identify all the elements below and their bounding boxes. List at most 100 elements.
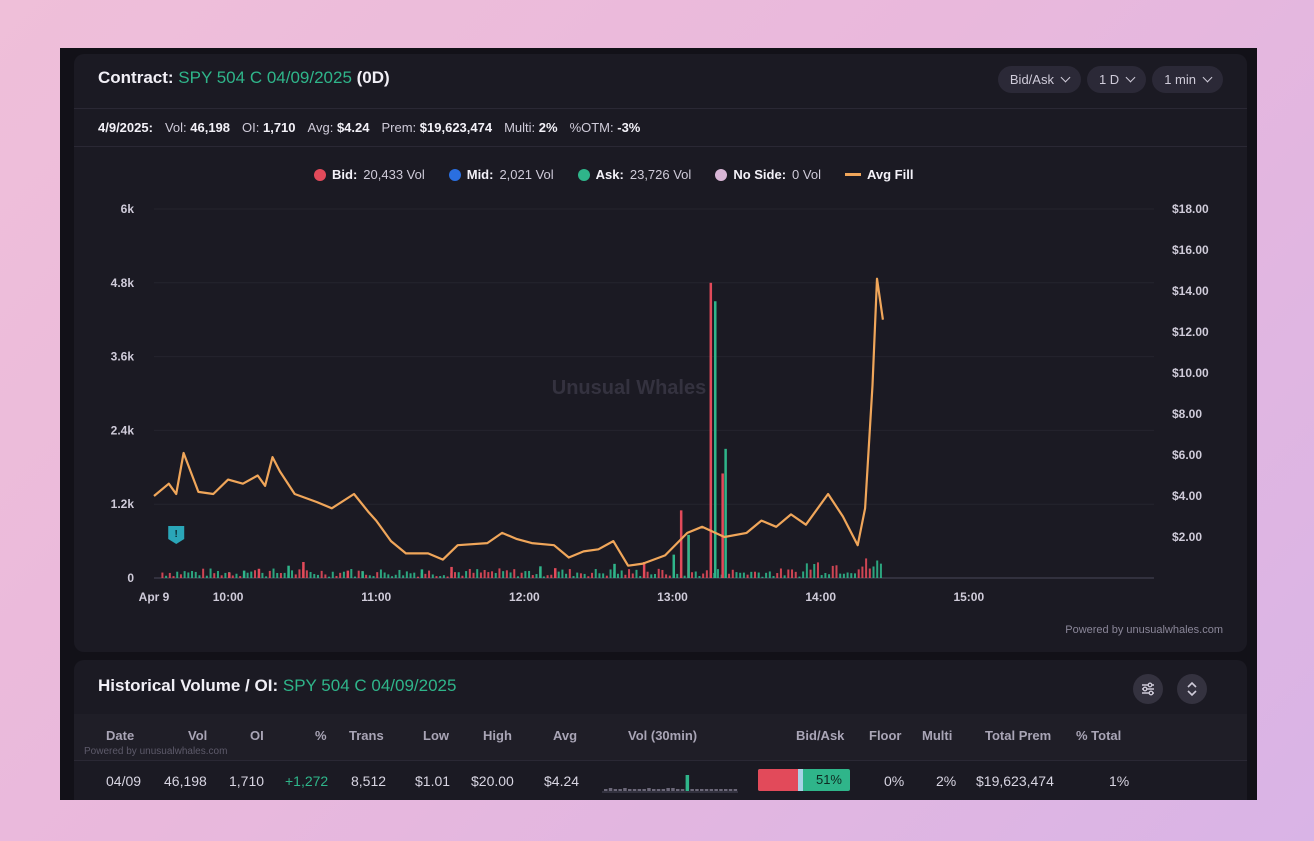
volume-bar — [654, 574, 656, 578]
cell-high: $20.00 — [471, 773, 514, 789]
volume-bar — [316, 574, 319, 578]
historical-contract-name[interactable]: SPY 504 C 04/09/2025 — [282, 676, 457, 695]
cell-trans: 8,512 — [351, 773, 387, 789]
x-tick-label: 13:00 — [657, 590, 688, 604]
volume-bar — [494, 572, 497, 578]
volume-bar — [594, 569, 597, 578]
col-multi[interactable]: Multi — [922, 728, 953, 743]
col-vol[interactable]: Vol — [188, 728, 208, 743]
x-tick-label: 11:00 — [361, 590, 391, 604]
legend-ask[interactable]: Ask: 23,726 Vol — [577, 167, 691, 182]
col-date[interactable]: Date — [106, 728, 135, 743]
col-high[interactable]: High — [483, 728, 512, 743]
volume-bar — [224, 572, 227, 578]
contract-name[interactable]: SPY 504 C 04/09/2025 — [178, 68, 352, 87]
sparkline-bar — [733, 789, 738, 791]
col-oi[interactable]: OI — [250, 728, 264, 743]
col-pct-total[interactable]: % Total — [1076, 728, 1122, 743]
volume-bar — [324, 574, 327, 578]
volume-bar — [576, 572, 579, 578]
volume-bar — [209, 568, 212, 578]
interval-label: 1 min — [1164, 72, 1196, 87]
volume-bar — [635, 569, 638, 578]
stat-oi: OI: 1,710 — [242, 120, 296, 135]
volume-bar — [531, 575, 534, 578]
volume-bar — [731, 569, 734, 578]
sparkline-bar — [690, 789, 694, 791]
volume-bar — [479, 572, 482, 578]
sparkline-bar — [647, 788, 651, 791]
volume-bar — [572, 576, 575, 578]
col-trans[interactable]: Trans — [349, 728, 384, 743]
bid-volume-bar — [302, 562, 305, 578]
ask-volume-bar — [287, 565, 290, 578]
volume-bar — [357, 570, 360, 578]
volume-bar — [216, 570, 219, 578]
interval-select[interactable]: 1 min — [1152, 66, 1223, 93]
volume-bar — [505, 570, 508, 578]
volume-bar — [439, 576, 442, 578]
y-left-tick-label: 3.6k — [111, 350, 135, 364]
volume-bar — [502, 571, 505, 578]
sparkline-bar — [709, 789, 714, 791]
volume-bar — [620, 570, 623, 578]
historical-title: Historical Volume / OI: SPY 504 C 04/09/… — [98, 676, 456, 696]
ask-volume-bar — [361, 571, 364, 578]
volume-bar — [835, 565, 838, 578]
bid-ask-select[interactable]: Bid/Ask — [997, 66, 1081, 93]
volume-bar — [828, 574, 831, 578]
volume-bar — [839, 573, 842, 578]
stat-vol: Vol: 46,198 — [164, 120, 231, 135]
volume-bar — [816, 562, 819, 578]
volume-bar — [809, 569, 812, 578]
x-tick-label: 15:00 — [953, 590, 984, 604]
powered-by: Powered by unusualwhales.com — [1065, 624, 1223, 636]
cell-pct-total: 1% — [1109, 773, 1130, 789]
volume-bar — [857, 569, 860, 578]
col-floor[interactable]: Floor — [869, 728, 902, 743]
volume-bar — [487, 572, 490, 578]
volume-bar — [298, 569, 301, 578]
volume-bar — [183, 571, 186, 578]
bid-volume-bar — [709, 282, 713, 578]
volume-bar — [498, 568, 501, 578]
stat-otm: %OTM: -3% — [569, 120, 641, 135]
volume-bar — [854, 573, 856, 578]
stat-avg: Avg: $4.24 — [307, 120, 370, 135]
volume-bar — [468, 568, 471, 578]
col-pct[interactable]: % — [315, 728, 327, 743]
volume-bar — [739, 572, 742, 578]
volume-bar — [765, 572, 768, 578]
volume-bar — [428, 570, 431, 578]
filter-settings-icon[interactable] — [1133, 674, 1163, 704]
volume-bar — [342, 571, 345, 578]
volume-bar — [261, 572, 264, 578]
contract-label: Contract: — [98, 68, 174, 87]
volume-bar — [813, 564, 816, 578]
col-vol-30min[interactable]: Vol (30min) — [628, 728, 698, 743]
volume-bar — [798, 576, 801, 578]
divider — [74, 108, 1247, 109]
volume-bar — [842, 573, 845, 578]
volume-bar — [176, 571, 179, 578]
period-select[interactable]: 1 D — [1086, 66, 1147, 93]
cell-low: $1.01 — [415, 773, 451, 789]
legend-no-side[interactable]: No Side: 0 Vol — [715, 167, 821, 182]
volume-bar — [565, 573, 568, 578]
volume-bar — [320, 570, 323, 578]
expand-collapse-icon[interactable] — [1177, 674, 1207, 704]
volume-bar — [250, 571, 253, 578]
col-total-prem[interactable]: Total Prem — [985, 728, 1052, 743]
volume-bar — [509, 572, 512, 578]
col-low[interactable]: Low — [423, 728, 449, 743]
col-avg[interactable]: Avg — [553, 728, 578, 743]
sparkline-bar — [685, 775, 690, 791]
volume-bar — [294, 574, 297, 578]
legend-bid[interactable]: Bid: 20,433 Vol — [314, 167, 425, 182]
volume-bar — [194, 571, 197, 578]
table-row[interactable]: 04/09 46,198 1,710 +1,272 8,512 $1.01 $2… — [74, 760, 1247, 800]
legend-mid[interactable]: Mid: 2,021 Vol — [448, 167, 554, 182]
volume-bar — [698, 576, 701, 578]
col-bid-ask[interactable]: Bid/Ask — [796, 728, 845, 743]
legend-avg-fill[interactable]: Avg Fill — [844, 167, 913, 182]
